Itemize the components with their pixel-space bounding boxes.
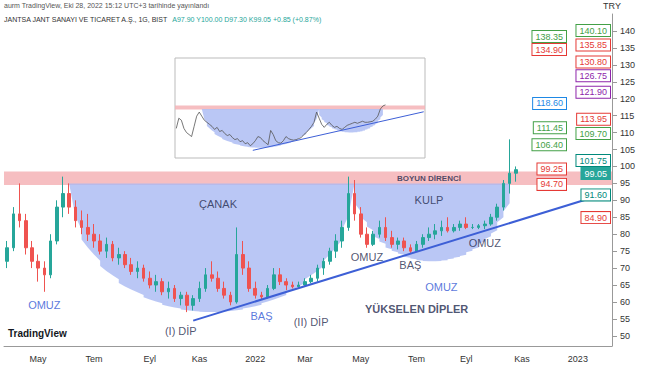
svg-text:Tem: Tem bbox=[408, 354, 425, 364]
svg-text:80: 80 bbox=[620, 229, 630, 239]
svg-text:101.75: 101.75 bbox=[579, 156, 607, 166]
svg-text:135.85: 135.85 bbox=[579, 40, 607, 50]
svg-text:65: 65 bbox=[620, 280, 630, 290]
svg-text:99.05: 99.05 bbox=[584, 169, 607, 179]
svg-text:125: 125 bbox=[620, 77, 635, 87]
svg-text:140.10: 140.10 bbox=[579, 26, 607, 36]
svg-text:JANTSA JANT SANAYI VE TICARET: JANTSA JANT SANAYI VE TICARET A.Ş., 1G, … bbox=[4, 16, 168, 24]
svg-text:140: 140 bbox=[620, 26, 635, 36]
svg-text:120: 120 bbox=[620, 94, 635, 104]
svg-text:118.60: 118.60 bbox=[536, 98, 563, 108]
svg-text:Kas: Kas bbox=[192, 354, 208, 364]
svg-text:90: 90 bbox=[620, 195, 630, 205]
svg-text:Eyl: Eyl bbox=[144, 354, 157, 364]
svg-text:106.40: 106.40 bbox=[535, 140, 563, 150]
svg-text:110: 110 bbox=[620, 128, 634, 138]
svg-text:Mar: Mar bbox=[297, 354, 313, 364]
svg-text:2022: 2022 bbox=[245, 354, 265, 364]
svg-text:OMUZ: OMUZ bbox=[425, 281, 458, 293]
svg-text:TRY: TRY bbox=[603, 1, 621, 11]
svg-text:May: May bbox=[352, 354, 370, 364]
svg-text:60: 60 bbox=[620, 297, 630, 307]
svg-text:115: 115 bbox=[620, 111, 634, 121]
svg-text:2023: 2023 bbox=[568, 354, 588, 364]
svg-text:Eyl: Eyl bbox=[460, 354, 473, 364]
svg-text:May: May bbox=[30, 354, 48, 364]
svg-text:113.95: 113.95 bbox=[580, 114, 607, 124]
svg-text:134.90: 134.90 bbox=[535, 45, 563, 55]
svg-text:130.80: 130.80 bbox=[579, 57, 607, 67]
svg-text:91.60: 91.60 bbox=[584, 190, 607, 200]
svg-text:BAŞ: BAŞ bbox=[250, 310, 272, 322]
svg-text:70: 70 bbox=[620, 263, 630, 273]
svg-text:aurm TradingView, Eki 28, 2022: aurm TradingView, Eki 28, 2022 15:12 UTC… bbox=[4, 2, 209, 10]
svg-text:A97.90 Y100.00 D97.30 K99.05 +: A97.90 Y100.00 D97.30 K99.05 +0.85 (+0.8… bbox=[172, 16, 321, 24]
svg-text:121.90: 121.90 bbox=[579, 87, 607, 97]
svg-text:ÇANAK: ÇANAK bbox=[199, 198, 238, 210]
svg-text:100: 100 bbox=[620, 161, 635, 171]
svg-text:(I) DİP: (I) DİP bbox=[165, 325, 197, 337]
svg-text:BAŞ: BAŞ bbox=[399, 259, 421, 271]
svg-text:111.45: 111.45 bbox=[537, 123, 563, 133]
svg-text:109.70: 109.70 bbox=[579, 129, 607, 139]
svg-text:50: 50 bbox=[620, 331, 630, 341]
svg-text:KULP: KULP bbox=[415, 194, 444, 206]
svg-text:84.90: 84.90 bbox=[584, 213, 607, 223]
svg-text:130: 130 bbox=[620, 60, 635, 70]
svg-text:Kas: Kas bbox=[514, 354, 530, 364]
svg-text:99.25: 99.25 bbox=[540, 164, 563, 174]
svg-text:YÜKSELEN DİPLER: YÜKSELEN DİPLER bbox=[365, 303, 468, 315]
svg-text:94.70: 94.70 bbox=[540, 179, 563, 189]
svg-text:138.35: 138.35 bbox=[535, 32, 563, 42]
svg-text:(II) DİP: (II) DİP bbox=[294, 316, 329, 328]
svg-text:85: 85 bbox=[620, 212, 630, 222]
svg-text:TradingView: TradingView bbox=[8, 328, 67, 339]
svg-text:126.75: 126.75 bbox=[579, 71, 607, 81]
svg-text:95: 95 bbox=[620, 178, 630, 188]
svg-text:135: 135 bbox=[620, 43, 635, 53]
svg-text:105: 105 bbox=[620, 145, 635, 155]
svg-text:OMUZ: OMUZ bbox=[351, 251, 384, 263]
svg-text:75: 75 bbox=[620, 246, 630, 256]
svg-text:OMUZ: OMUZ bbox=[469, 237, 502, 249]
svg-text:BOYUN DİRENCİ: BOYUN DİRENCİ bbox=[397, 174, 461, 183]
svg-text:Tem: Tem bbox=[85, 354, 102, 364]
svg-text:55: 55 bbox=[620, 314, 630, 324]
svg-text:OMUZ: OMUZ bbox=[28, 299, 61, 311]
